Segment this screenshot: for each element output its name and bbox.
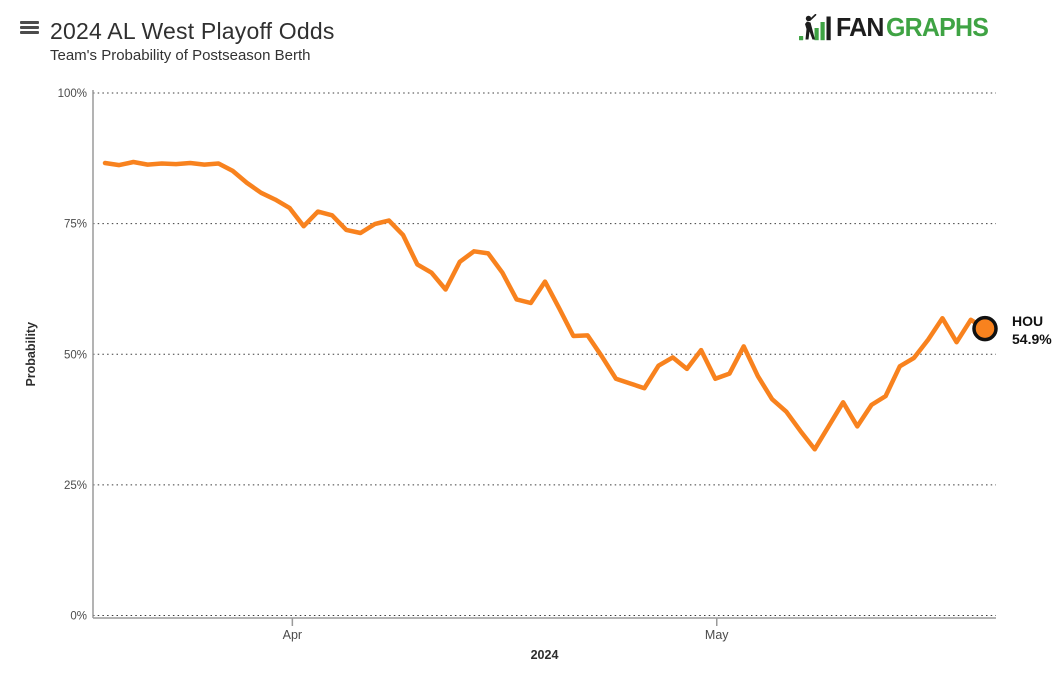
series-end-label: HOU 54.9% bbox=[1012, 312, 1052, 348]
y-tick-label: 25% bbox=[64, 480, 87, 492]
y-tick-label: 75% bbox=[64, 219, 87, 231]
x-tick-label: Apr bbox=[283, 628, 302, 642]
fangraphs-batter-icon bbox=[798, 14, 831, 41]
chart-title-block: 2024 AL West Playoff Odds Team's Probabi… bbox=[50, 17, 335, 66]
x-tick-label: May bbox=[705, 628, 729, 642]
hamburger-icon bbox=[20, 21, 40, 35]
page-subtitle: Team's Probability of Postseason Berth bbox=[50, 47, 311, 64]
hamburger-menu-button[interactable] bbox=[20, 21, 40, 36]
logo-text-fan: FAN bbox=[835, 12, 884, 42]
fangraphs-logo[interactable]: FAN GRAPHS bbox=[798, 12, 992, 42]
logo-text-graphs: GRAPHS bbox=[885, 12, 989, 42]
hou-odds-line[interactable] bbox=[102, 159, 988, 452]
y-tick-label: 0% bbox=[70, 611, 87, 623]
y-tick-label: 50% bbox=[64, 349, 87, 361]
series-final-value: 54.9% bbox=[1012, 331, 1052, 347]
y-tick-label: 100% bbox=[58, 88, 87, 100]
hou-end-marker[interactable] bbox=[972, 315, 998, 342]
x-axis-year-label: 2024 bbox=[531, 648, 559, 662]
series-team-label: HOU bbox=[1012, 313, 1044, 329]
y-axis-label: Probability bbox=[24, 322, 38, 387]
page-title: 2024 AL West Playoff Odds bbox=[50, 18, 335, 44]
